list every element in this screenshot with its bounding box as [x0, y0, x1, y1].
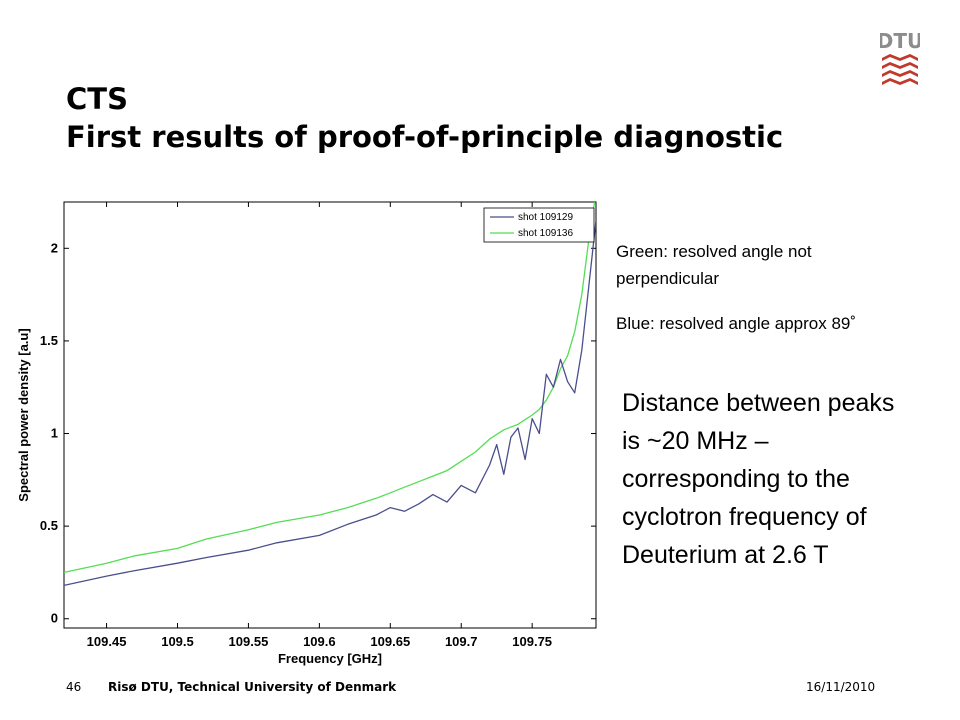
footer-date: 16/11/2010	[806, 680, 876, 694]
x-axis-ticks: 109.45 109.5 109.55 109.6 109.65 109.7 109.75	[87, 202, 552, 649]
spectrum-chart: 109.45 109.5 109.55 109.6 109.65 109.7 109.75 …	[16, 201, 597, 666]
y-tick-label: 1	[51, 426, 58, 441]
x-axis-label: Frequency [GHz]	[278, 651, 382, 666]
y-tick-label: 1.5	[40, 333, 58, 348]
y-tick-label: 0	[51, 611, 58, 626]
x-tick-label: 109.5	[161, 634, 194, 649]
y-tick-label: 0.5	[40, 518, 58, 533]
series-lines	[64, 202, 596, 587]
x-tick-label: 109.55	[229, 634, 269, 649]
legend-box	[483, 207, 595, 243]
legend: shot 109129 shot 109136	[483, 207, 595, 243]
note-green: Green: resolved angle not perpendicular	[616, 242, 812, 288]
x-tick-label: 109.65	[370, 634, 410, 649]
series-line-shot-109136	[64, 202, 596, 574]
plot-area	[63, 201, 597, 629]
x-tick-label: 109.75	[512, 634, 552, 649]
dtu-logo-text: DTU	[880, 29, 920, 53]
footer-page-number: 46	[66, 680, 82, 694]
dtu-logo: DTU	[880, 29, 920, 85]
dtu-logo-emblem	[882, 54, 918, 85]
note-blue: Blue: resolved angle approx 89˚	[616, 314, 857, 333]
y-axis-label: Spectral power density [a.u]	[16, 328, 31, 501]
title-line-1: CTS	[66, 82, 128, 116]
title-line-2: First results of proof-of-principle diag…	[66, 120, 784, 154]
legend-label-shot-109136: shot 109136	[518, 228, 573, 239]
distance-between-peaks-text: Distance between peaks is ~20 MHz – corr…	[622, 389, 895, 569]
y-tick-label: 2	[51, 240, 58, 255]
x-tick-label: 109.45	[87, 634, 127, 649]
y-axis-ticks: 0 0.5 1 1.5 2	[40, 240, 596, 626]
series-line-shot-109129	[64, 220, 596, 587]
x-tick-label: 109.7	[445, 634, 478, 649]
legend-label-shot-109129: shot 109129	[518, 212, 573, 223]
footer-organization: Risø DTU, Technical University of Denmar…	[108, 680, 397, 694]
slide-title: CTS First results of proof-of-principle …	[66, 80, 783, 156]
x-tick-label: 109.6	[303, 634, 336, 649]
